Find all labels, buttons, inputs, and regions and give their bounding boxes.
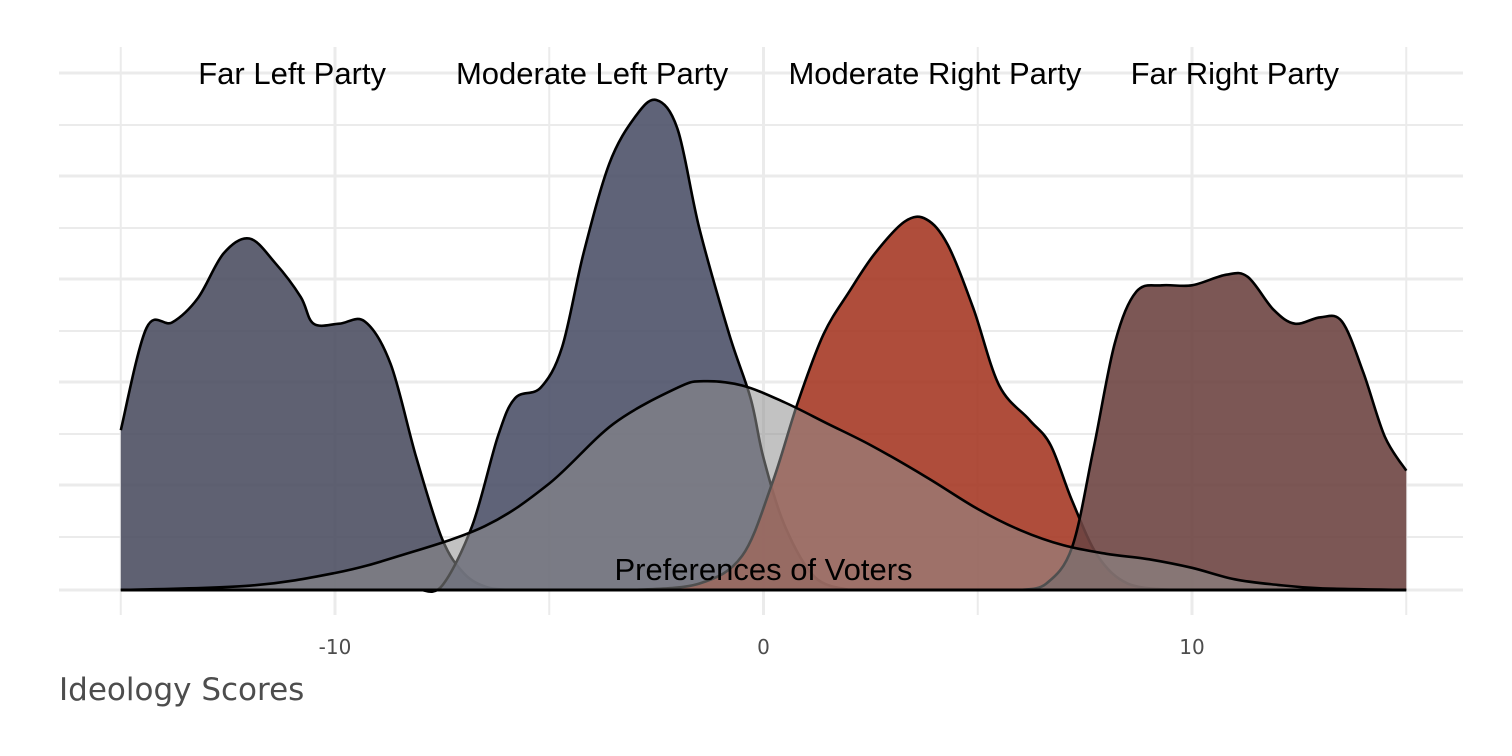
x-axis-title: Ideology Scores xyxy=(59,672,304,708)
area-far-right-party xyxy=(1021,273,1407,590)
x-tick-label: 10 xyxy=(1179,635,1204,659)
annotation-moderate-left-party: Moderate Left Party xyxy=(456,56,729,91)
x-tick-label: -10 xyxy=(319,635,352,659)
x-tick-label: 0 xyxy=(757,635,770,659)
x-tick-labels: -10 0 10 xyxy=(319,635,1205,659)
annotation-far-right-party: Far Right Party xyxy=(1131,56,1340,91)
annotation-far-left-party: Far Left Party xyxy=(198,56,386,91)
annotation-moderate-right-party: Moderate Right Party xyxy=(788,56,1081,91)
annotation-preferences-of-voters: Preferences of Voters xyxy=(614,552,912,587)
